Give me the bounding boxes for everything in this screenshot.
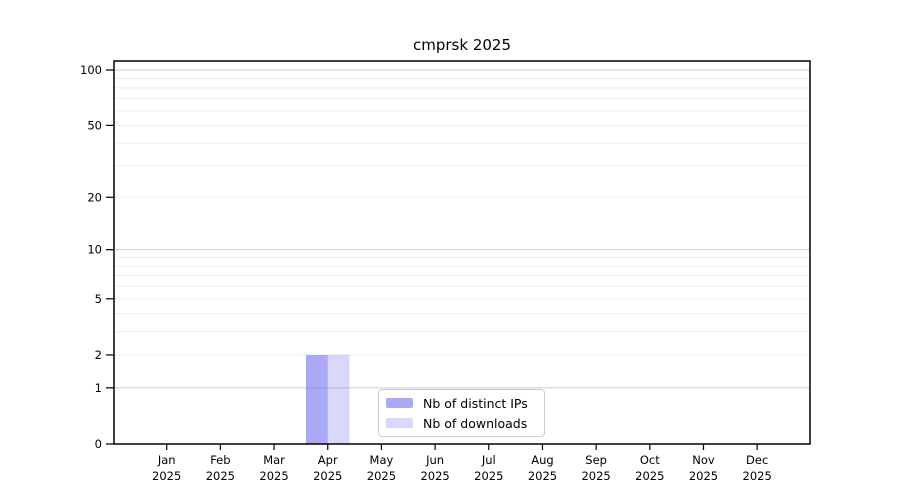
x-tick-label-year: 2025 xyxy=(474,469,503,483)
x-tick-label-month: May xyxy=(370,453,394,467)
x-tick-label-month: Jun xyxy=(425,453,444,467)
x-tick-label-month: Feb xyxy=(210,453,230,467)
x-tick-label-month: Jul xyxy=(481,453,496,467)
x-tick-label-month: Apr xyxy=(318,453,338,467)
x-tick-label-year: 2025 xyxy=(528,469,557,483)
y-tick-label: 20 xyxy=(87,190,102,204)
x-tick-label-year: 2025 xyxy=(635,469,664,483)
x-tick-label-year: 2025 xyxy=(743,469,772,483)
legend: Nb of distinct IPs Nb of downloads xyxy=(378,389,545,437)
y-tick-label: 50 xyxy=(87,118,102,132)
bar-distinct-ips xyxy=(305,354,328,444)
x-tick-label-month: Sep xyxy=(585,453,607,467)
x-tick-label-year: 2025 xyxy=(420,469,449,483)
bar-downloads xyxy=(327,354,350,444)
x-tick-label-month: Jan xyxy=(157,453,176,467)
legend-entry-distinct-ips: Nb of distinct IPs xyxy=(386,396,544,411)
chart-title: cmprsk 2025 xyxy=(413,36,511,54)
x-tick-label-year: 2025 xyxy=(367,469,396,483)
legend-label-distinct-ips: Nb of distinct IPs xyxy=(423,395,528,411)
plot-border xyxy=(113,60,811,445)
legend-entry-downloads: Nb of downloads xyxy=(386,416,544,431)
y-tick-label: 10 xyxy=(87,243,102,257)
x-tick-label-year: 2025 xyxy=(581,469,610,483)
x-tick-label-year: 2025 xyxy=(313,469,342,483)
x-tick-label-year: 2025 xyxy=(689,469,718,483)
legend-label-downloads: Nb of downloads xyxy=(423,415,528,431)
x-tick-label-month: Dec xyxy=(746,453,768,467)
y-tick-label: 1 xyxy=(95,381,102,395)
x-tick-label-month: Nov xyxy=(692,453,715,467)
y-tick-label: 5 xyxy=(95,292,102,306)
y-tick-label: 0 xyxy=(95,437,102,451)
x-tick-label-year: 2025 xyxy=(259,469,288,483)
legend-swatch-distinct-ips xyxy=(386,398,413,408)
legend-swatch-downloads xyxy=(386,418,413,428)
x-tick-label-year: 2025 xyxy=(152,469,181,483)
x-tick-label-month: Aug xyxy=(531,453,553,467)
y-tick-label: 100 xyxy=(80,63,102,77)
y-tick-label: 2 xyxy=(95,348,102,362)
x-tick-label-year: 2025 xyxy=(206,469,235,483)
x-tick-label-month: Mar xyxy=(263,453,285,467)
x-tick-label-month: Oct xyxy=(640,453,660,467)
